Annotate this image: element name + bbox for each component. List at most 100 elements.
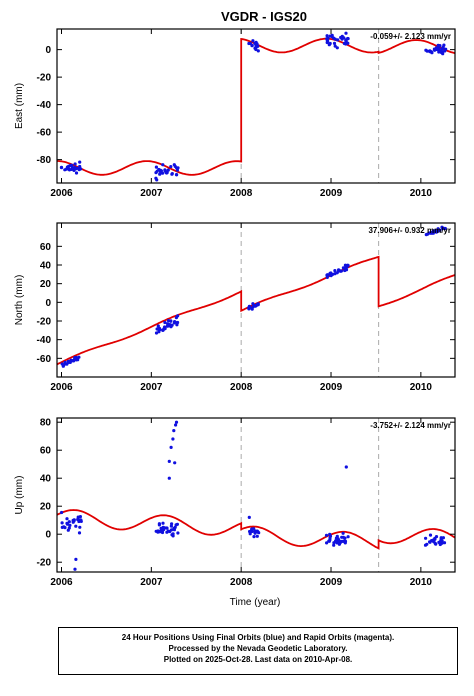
data-point — [332, 541, 336, 545]
data-point — [76, 515, 80, 519]
data-point — [248, 529, 252, 534]
data-point — [67, 520, 71, 524]
data-point — [77, 531, 82, 535]
data-point — [167, 476, 171, 480]
data-point — [172, 526, 176, 530]
data-point — [251, 39, 255, 43]
data-point — [176, 166, 180, 170]
data-point — [78, 164, 82, 169]
data-point — [332, 36, 336, 40]
panels: -80 -60 -40 -20 0 2006 2007 2008 2009 2010 East (m… — [14, 28, 456, 588]
data-point — [166, 319, 171, 323]
data-point — [169, 319, 173, 323]
data-point — [169, 323, 173, 327]
data-point — [340, 37, 344, 41]
y-tick-label: 20 — [40, 502, 52, 513]
data-point — [428, 540, 432, 544]
data-point — [175, 173, 179, 177]
data-point — [343, 263, 347, 267]
y-tick-label: -20 — [37, 558, 52, 569]
data-point — [253, 46, 257, 50]
y-tick-label: -40 — [37, 100, 52, 111]
data-point — [340, 535, 344, 539]
data-point — [346, 263, 350, 267]
plot-frame — [56, 222, 456, 378]
data-point — [170, 172, 174, 176]
data-point — [427, 231, 431, 235]
data-point — [438, 228, 442, 232]
data-point — [343, 536, 347, 540]
x-tick-label: 2009 — [320, 188, 343, 199]
data-point — [72, 359, 76, 363]
data-point — [328, 534, 333, 538]
data-point — [156, 324, 160, 328]
y-tick-label: 40 — [40, 474, 52, 485]
data-point — [334, 536, 338, 540]
data-point — [432, 540, 436, 544]
data-point — [336, 38, 340, 42]
data-point — [346, 535, 350, 539]
y-tick-label: -60 — [37, 128, 52, 139]
caption-line-1: 24 Hour Positions Using Final Orbits (bl… — [121, 633, 395, 642]
data-point — [247, 307, 251, 311]
model-curve — [56, 509, 456, 550]
data-point — [442, 43, 446, 47]
data-point — [66, 165, 70, 169]
data-point — [327, 539, 331, 543]
data-point — [327, 43, 331, 47]
y-tick-label: 0 — [45, 298, 51, 309]
data-point — [161, 163, 165, 167]
y-tick-label: -60 — [37, 354, 52, 365]
data-point — [162, 528, 166, 532]
data-point — [252, 535, 256, 539]
data-point — [444, 47, 448, 51]
x-tick-label: 2007 — [140, 188, 163, 199]
data-point — [59, 166, 64, 170]
y-tick-label: 40 — [40, 261, 52, 272]
data-point — [247, 304, 251, 308]
data-point — [166, 168, 170, 172]
data-point — [166, 322, 170, 326]
data-point — [247, 515, 251, 520]
data-point — [174, 420, 179, 424]
data-point — [333, 269, 337, 273]
data-point — [158, 168, 162, 172]
data-point — [167, 459, 171, 463]
data-point — [60, 362, 64, 366]
data-point — [255, 534, 259, 538]
data-point — [344, 39, 348, 43]
data-point — [65, 522, 70, 526]
data-point — [174, 423, 178, 427]
data-point — [434, 535, 439, 539]
data-point — [436, 46, 440, 50]
data-point — [169, 524, 173, 528]
data-point — [250, 44, 254, 48]
data-point — [154, 165, 158, 169]
y-tick-label: -80 — [37, 155, 52, 166]
data-point — [64, 167, 69, 171]
data-point — [324, 533, 329, 537]
caption-line-3: Plotted on 2025-Oct-28. Last data on 201… — [163, 655, 353, 664]
y-tick-label: 60 — [40, 242, 52, 253]
data-point — [325, 541, 329, 545]
data-point — [252, 527, 256, 531]
data-point — [78, 160, 82, 164]
x-tick-label: 2010 — [410, 188, 433, 199]
plot-frame — [56, 28, 456, 184]
data-point — [423, 543, 428, 547]
data-point — [72, 166, 76, 170]
data-point — [165, 530, 169, 534]
data-point — [176, 531, 180, 535]
data-point — [250, 307, 254, 311]
figure-title: VGDR - IGS20 — [221, 9, 307, 24]
x-tick-label: 2008 — [230, 577, 253, 588]
data-point — [171, 532, 175, 536]
data-point — [176, 314, 180, 318]
data-point — [424, 233, 428, 237]
data-point — [332, 543, 336, 547]
rate-label: -3.752+/- 2.124 mm/yr — [370, 421, 451, 430]
data-point — [161, 521, 165, 525]
data-point — [253, 529, 257, 533]
caption-box: 24 Hour Positions Using Final Orbits (bl… — [58, 627, 458, 675]
